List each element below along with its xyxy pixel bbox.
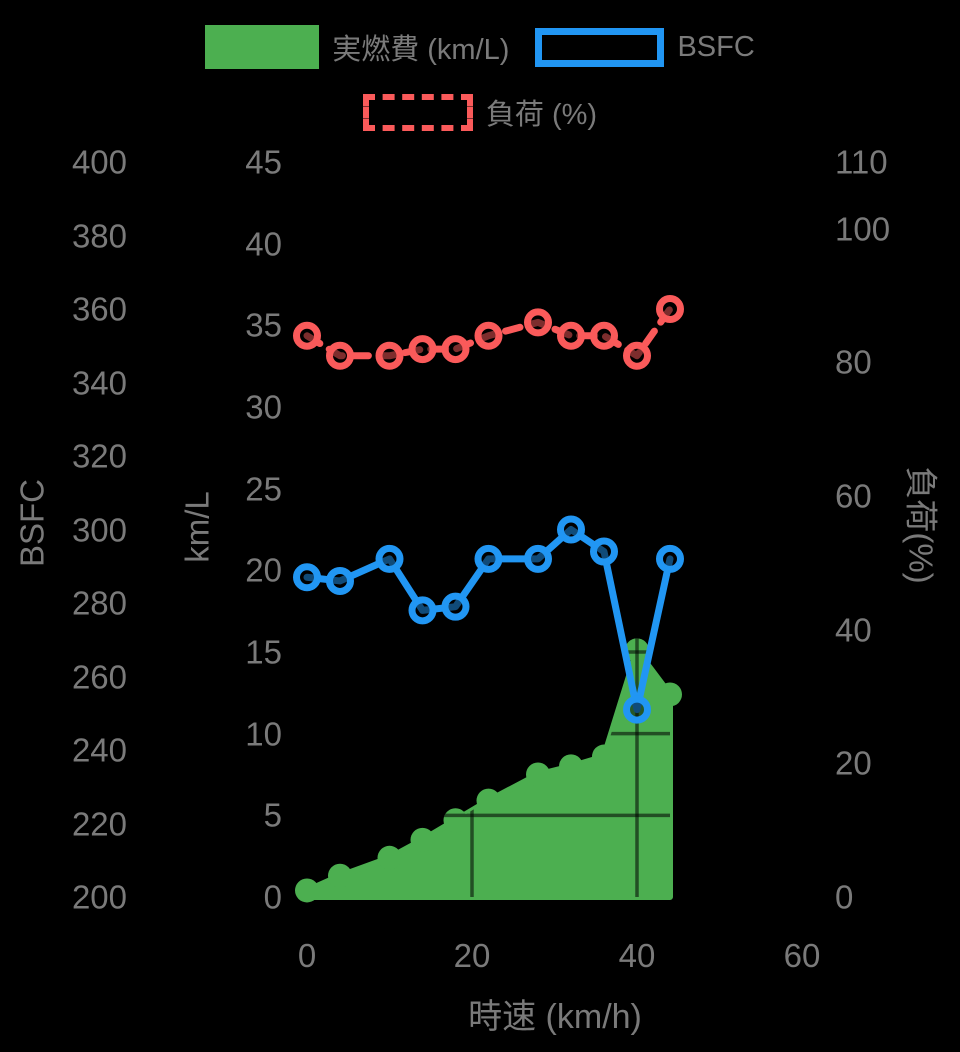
tick-label: 40 (245, 225, 282, 263)
tick-label: 20 (835, 744, 872, 782)
legend-item-load: 負荷 (%) (362, 91, 598, 133)
tick-label: 20 (245, 551, 282, 589)
tick-label: 380 (71, 217, 127, 254)
tick-label: 40 (835, 611, 872, 649)
load-line-point-marker (557, 321, 585, 350)
tick-label: 360 (71, 290, 127, 328)
load-line-point-marker (623, 341, 651, 370)
bsfc-line-point-marker (524, 544, 552, 573)
tick-label: 340 (71, 364, 127, 401)
fuel-point-marker (476, 788, 501, 813)
bsfc-line-point-marker (293, 563, 321, 592)
fuel-point-marker (443, 808, 468, 833)
legend-row-1: 実燃費 (km/L) BSFC (0, 25, 960, 69)
tick-label: 280 (71, 584, 127, 622)
fuel-point-marker (295, 878, 319, 903)
fuel-point-marker (526, 762, 550, 787)
tick-label: 0 (263, 878, 282, 916)
load-line-point-marker (474, 321, 503, 350)
fuel-legend-label: 実燃費 (km/L) (332, 34, 510, 66)
legend-item-bsfc: BSFC (535, 27, 755, 67)
tick-label: 200 (71, 878, 127, 916)
bsfc-line-point-marker (656, 544, 684, 573)
bsfc-line-point-marker (623, 695, 651, 724)
fuel-point-marker (410, 827, 435, 852)
load-line-point-marker (293, 321, 321, 350)
tick-label: 400 (71, 143, 127, 181)
load-line-point-marker (408, 335, 437, 364)
fuel-point-marker (328, 863, 352, 888)
tick-label: 320 (71, 437, 127, 475)
tick-label: 0 (835, 878, 854, 916)
tick-label: 0 (297, 937, 317, 974)
x-axis-title: 時速 (km/h) (468, 998, 642, 1036)
tick-label: 80 (835, 343, 872, 381)
load-line-point-marker (656, 295, 684, 323)
tick-label: 60 (783, 937, 821, 974)
tick-label: 5 (263, 796, 282, 834)
tick-label: 300 (71, 511, 127, 548)
load-axis-title: 負荷(%) (902, 466, 940, 584)
load-line-point-marker (441, 335, 470, 364)
fuel-point-marker (559, 754, 583, 779)
load-line-series (293, 295, 684, 370)
load-line-point-marker (590, 321, 618, 350)
tick-label: 15 (245, 633, 282, 671)
tick-label: 20 (453, 937, 491, 974)
bsfc-line-point-marker (441, 592, 470, 621)
load-legend-label: 負荷 (%) (485, 99, 598, 131)
bsfc-line-point-marker (408, 596, 437, 625)
tick-label: 45 (245, 143, 282, 181)
load-line-point-marker (375, 341, 404, 370)
bsfc-line-series (293, 515, 684, 724)
tick-label: 100 (835, 210, 891, 248)
load-line-point-marker (326, 341, 354, 370)
bsfc-line-point-marker (375, 544, 404, 573)
tick-label: 35 (245, 306, 282, 344)
tick-label: 10 (245, 715, 282, 753)
bsfc-line-point-marker (474, 544, 503, 573)
fuel-point-marker (592, 744, 616, 769)
bsfc-swatch-icon (535, 27, 665, 67)
bsfc-legend-label: BSFC (677, 30, 755, 63)
legend-item-fuel: 実燃費 (km/L) (205, 25, 509, 69)
tick-label: 110 (835, 143, 888, 181)
tick-label: 40 (618, 937, 656, 974)
fuel-point-marker (658, 682, 682, 707)
legend-row-2: 負荷 (%) (0, 91, 960, 133)
fuel-point-marker (377, 845, 402, 870)
tick-label: 30 (245, 388, 282, 426)
fuel-area-series (295, 638, 682, 903)
fuel-swatch-icon (205, 25, 320, 69)
bsfc-line-point-marker (326, 566, 354, 595)
tick-label: 260 (71, 658, 127, 695)
tick-label: 240 (71, 731, 127, 769)
tick-label: 60 (835, 477, 872, 515)
load-swatch-icon (362, 93, 473, 131)
bsfc-line-point-marker (557, 515, 585, 544)
tick-label: 220 (71, 805, 127, 842)
load-line-point-marker (524, 308, 552, 337)
bsfc-line-point-marker (590, 537, 618, 566)
tick-label: 25 (245, 470, 282, 508)
